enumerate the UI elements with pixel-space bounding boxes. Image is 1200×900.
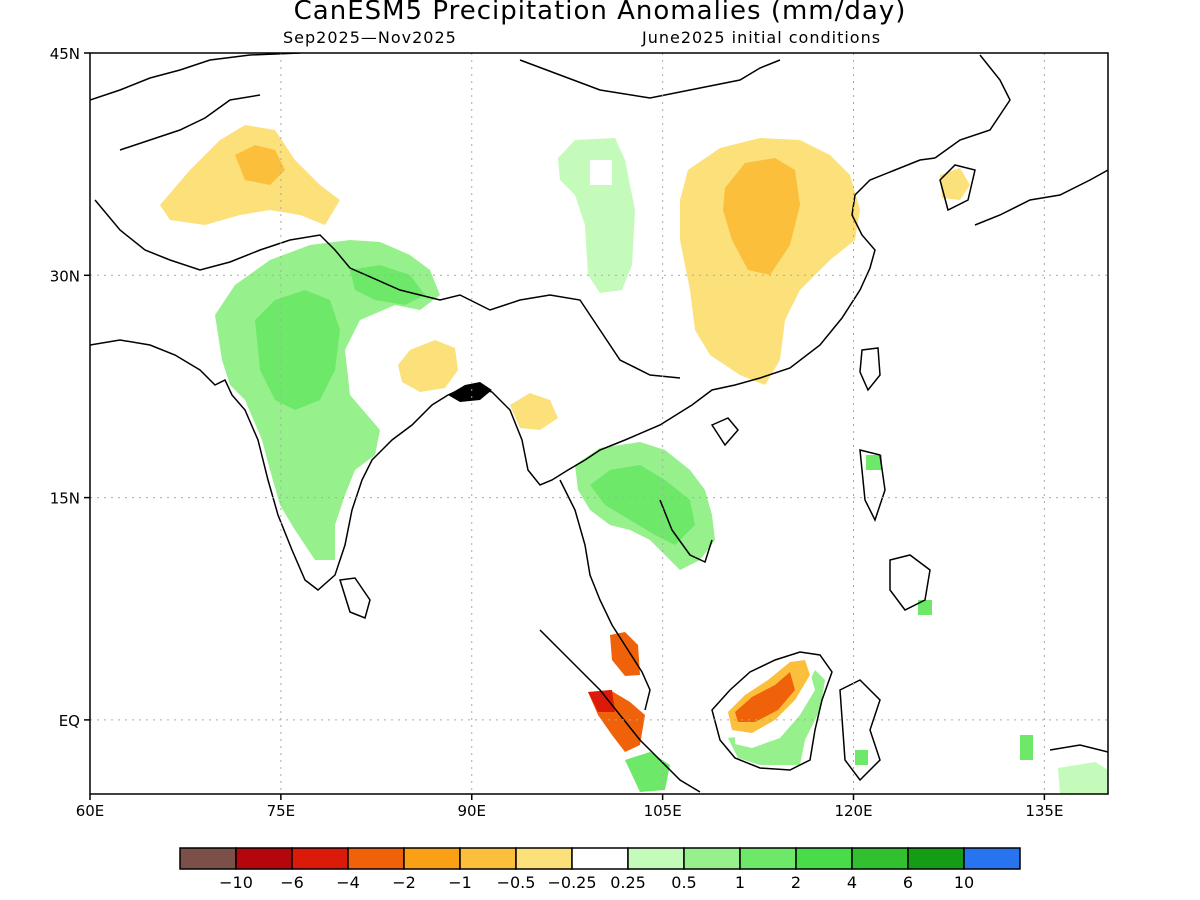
colorbar-label: 10 [954, 873, 974, 892]
colorbar-label: −2 [392, 873, 416, 892]
wet-core-india [255, 290, 340, 410]
colorbar-swatch [347, 847, 405, 870]
dry-region-malay [610, 632, 640, 676]
colorbar: −10 −6 −4 −2 −1 −0.5 −0.25 0.25 0.5 1 2 4 6 10 [179, 847, 1021, 892]
wet-patch-luzon [866, 455, 882, 470]
colorbar-label: −0.5 [497, 873, 536, 892]
wet-patch-mindanao [918, 600, 932, 615]
colorbar-swatch [571, 847, 629, 870]
lon-tick-label: 105E [644, 802, 682, 820]
lon-tick-label: 60E [76, 802, 105, 820]
lon-tick-label: 90E [457, 802, 486, 820]
colorbar-swatch [179, 847, 237, 870]
colorbar-label: −0.25 [547, 873, 596, 892]
map-title: CanESM5 Precipitation Anomalies (mm/day) [293, 0, 907, 26]
lat-tick-label: 45N [50, 45, 80, 63]
colorbar-label: 0.25 [610, 873, 646, 892]
colorbar-swatch [907, 847, 965, 870]
colorbar-label: −4 [336, 873, 360, 892]
blank-patch-tibet [590, 160, 612, 185]
coastlines [90, 53, 1108, 793]
colorbar-label: 4 [847, 873, 857, 892]
colorbar-swatch [235, 847, 293, 870]
lon-tick-label: 135E [1025, 802, 1063, 820]
colorbar-label: 6 [903, 873, 913, 892]
lon-tick-label: 120E [834, 802, 872, 820]
wet-patch-newguinea [1058, 762, 1108, 794]
anomaly-layer [160, 125, 1108, 794]
map-frame [89, 52, 1109, 795]
axis-tick-labels: 60E 75E 90E 105E 120E 135E 45N 30N 15N EQ [50, 45, 1064, 820]
colorbar-label: 2 [791, 873, 801, 892]
season-label: Sep2025—Nov2025 [283, 28, 457, 47]
wet-core-indochina [590, 465, 695, 545]
colorbar-swatch [459, 847, 517, 870]
dry-core-northwest [235, 145, 285, 185]
bengal-delta [448, 382, 492, 402]
gridlines [90, 53, 1108, 794]
colorbar-swatch [403, 847, 461, 870]
axis-ticks [84, 52, 1046, 800]
colorbar-label: 1 [735, 873, 745, 892]
initial-conditions-label: June2025 initial conditions [642, 28, 882, 47]
wet-region-tibet [558, 138, 635, 293]
dry-core-china [723, 158, 800, 275]
dry-region-bengal [398, 340, 458, 392]
wet-patch-moluccas [1020, 735, 1033, 760]
colorbar-swatch [627, 847, 685, 870]
colorbar-label: −10 [219, 873, 253, 892]
lat-tick-label: 30N [50, 267, 80, 285]
wet-patch-sumatra [625, 752, 670, 792]
colorbar-swatch [515, 847, 573, 870]
dry-region-korea [940, 168, 970, 200]
dry-core-sumatra [588, 690, 615, 712]
colorbar-swatch [683, 847, 741, 870]
lat-tick-label: 15N [50, 490, 80, 508]
colorbar-swatch [795, 847, 853, 870]
colorbar-swatch [851, 847, 909, 870]
colorbar-label: −6 [280, 873, 304, 892]
lon-tick-label: 75E [267, 802, 296, 820]
dry-region-myanmar [510, 393, 558, 430]
colorbar-swatch [739, 847, 797, 870]
colorbar-label: 0.5 [671, 873, 696, 892]
colorbar-swatch [963, 847, 1021, 870]
wet-patch-sulawesi [855, 750, 868, 765]
colorbar-swatch [291, 847, 349, 870]
colorbar-label: −1 [448, 873, 472, 892]
dry-core-borneo [735, 672, 795, 722]
lat-tick-label: EQ [59, 712, 80, 730]
